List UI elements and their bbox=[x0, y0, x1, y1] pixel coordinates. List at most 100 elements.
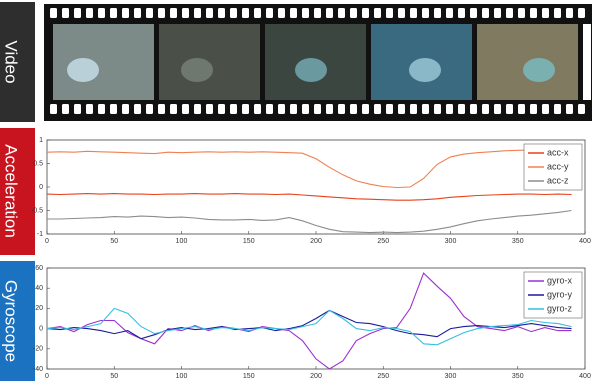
sprocket-hole bbox=[74, 104, 81, 114]
sprocket-hole bbox=[434, 8, 441, 18]
sprocket-hole bbox=[458, 104, 465, 114]
sprocket-hole bbox=[146, 8, 153, 18]
sprocket-hole bbox=[122, 8, 129, 18]
sprocket-hole bbox=[158, 104, 165, 114]
y-tick-label: 0 bbox=[39, 184, 43, 191]
sprocket-hole bbox=[554, 104, 561, 114]
sprocket-hole bbox=[326, 8, 333, 18]
sprocket-hole bbox=[386, 8, 393, 18]
sprocket-hole bbox=[62, 104, 69, 114]
x-tick-label: 400 bbox=[579, 373, 591, 380]
sprocket-hole bbox=[470, 104, 477, 114]
sprocket-hole bbox=[566, 8, 573, 18]
sprocket-hole bbox=[206, 104, 213, 114]
sprocket-hole bbox=[374, 104, 381, 114]
sprocket-hole bbox=[326, 104, 333, 114]
sprocket-hole bbox=[254, 104, 261, 114]
frame-object bbox=[409, 58, 441, 82]
frame-object bbox=[67, 58, 99, 82]
series-line bbox=[47, 308, 572, 344]
sprocket-hole bbox=[494, 8, 501, 18]
series-line bbox=[47, 273, 572, 369]
filmstrip bbox=[44, 4, 592, 121]
sprocket-hole bbox=[242, 104, 249, 114]
sprocket-hole bbox=[386, 104, 393, 114]
sprocket-hole bbox=[266, 104, 273, 114]
sprocket-hole bbox=[302, 8, 309, 18]
sprocket-hole bbox=[290, 104, 297, 114]
x-tick-label: 300 bbox=[445, 238, 457, 245]
sprocket-hole bbox=[86, 104, 93, 114]
sprocket-hole bbox=[542, 104, 549, 114]
sprocket-hole bbox=[98, 8, 105, 18]
y-tick-label: 1 bbox=[39, 137, 43, 144]
sprocket-hole bbox=[542, 8, 549, 18]
y-tick-label: -1 bbox=[37, 231, 43, 238]
y-tick-label: 0 bbox=[39, 325, 43, 332]
sprocket-hole bbox=[362, 104, 369, 114]
sprocket-hole bbox=[458, 8, 465, 18]
series-line bbox=[47, 149, 572, 187]
sprocket-hole bbox=[278, 104, 285, 114]
sprocket-hole bbox=[62, 8, 69, 18]
sprocket-hole bbox=[578, 8, 585, 18]
frame-object bbox=[295, 58, 327, 82]
x-tick-label: 100 bbox=[176, 373, 188, 380]
sprocket-hole bbox=[230, 8, 237, 18]
x-tick-label: 200 bbox=[310, 238, 322, 245]
y-tick-label: 40 bbox=[35, 285, 43, 292]
sprocket-hole bbox=[242, 8, 249, 18]
sprocket-hole bbox=[554, 8, 561, 18]
figure: Video Acceleration -1 -0.5 0 0.5 1 0 50 100 150 20… bbox=[0, 0, 595, 381]
sprocket-hole bbox=[50, 104, 57, 114]
sprocket-hole bbox=[122, 104, 129, 114]
x-tick-label: 100 bbox=[176, 238, 188, 245]
x-tick-label: 250 bbox=[377, 373, 389, 380]
sprocket-hole bbox=[170, 104, 177, 114]
video-frame bbox=[53, 24, 154, 100]
sprocket-hole bbox=[182, 8, 189, 18]
y-tick-label: 0.5 bbox=[33, 160, 43, 167]
sprocket-hole bbox=[482, 104, 489, 114]
sprocket-hole bbox=[494, 104, 501, 114]
sprocket-hole bbox=[278, 8, 285, 18]
sprocket-hole bbox=[578, 104, 585, 114]
sprocket-hole bbox=[374, 8, 381, 18]
legend-label: acc-y bbox=[547, 161, 569, 171]
sprocket-hole bbox=[314, 104, 321, 114]
sprocket-hole bbox=[434, 104, 441, 114]
sprocket-hole bbox=[158, 8, 165, 18]
x-tick-label: 250 bbox=[377, 238, 389, 245]
legend-label: acc-z bbox=[547, 175, 569, 185]
video-label: Video bbox=[2, 40, 21, 83]
sprocket-hole bbox=[98, 104, 105, 114]
legend-label: gyro-x bbox=[547, 275, 573, 285]
frame-object bbox=[181, 58, 213, 82]
x-tick-label: 150 bbox=[243, 238, 255, 245]
sprocket-hole bbox=[194, 8, 201, 18]
y-tick-label: 20 bbox=[35, 305, 43, 312]
sprocket-hole bbox=[182, 104, 189, 114]
y-tick-label: -0.5 bbox=[31, 207, 43, 214]
series-line bbox=[47, 194, 572, 201]
legend-label: acc-x bbox=[547, 147, 569, 157]
sprocket-hole bbox=[170, 8, 177, 18]
sprocket-hole bbox=[518, 104, 525, 114]
x-tick-label: 350 bbox=[512, 238, 524, 245]
sprocket-hole bbox=[530, 8, 537, 18]
x-tick-label: 50 bbox=[110, 373, 118, 380]
sprocket-hole bbox=[110, 8, 117, 18]
sprocket-hole bbox=[290, 8, 297, 18]
y-tick-label: 60 bbox=[35, 265, 43, 272]
x-tick-label: 0 bbox=[45, 373, 49, 380]
sprocket-hole bbox=[506, 104, 513, 114]
sprocket-hole bbox=[398, 8, 405, 18]
x-tick-label: 400 bbox=[579, 238, 591, 245]
sprocket-hole bbox=[314, 8, 321, 18]
side-label: Acceleration bbox=[2, 144, 21, 238]
sprocket-hole bbox=[422, 8, 429, 18]
sprocket-hole bbox=[482, 8, 489, 18]
sprocket-hole bbox=[50, 8, 57, 18]
sprocket-hole bbox=[566, 104, 573, 114]
sprocket-hole bbox=[86, 8, 93, 18]
